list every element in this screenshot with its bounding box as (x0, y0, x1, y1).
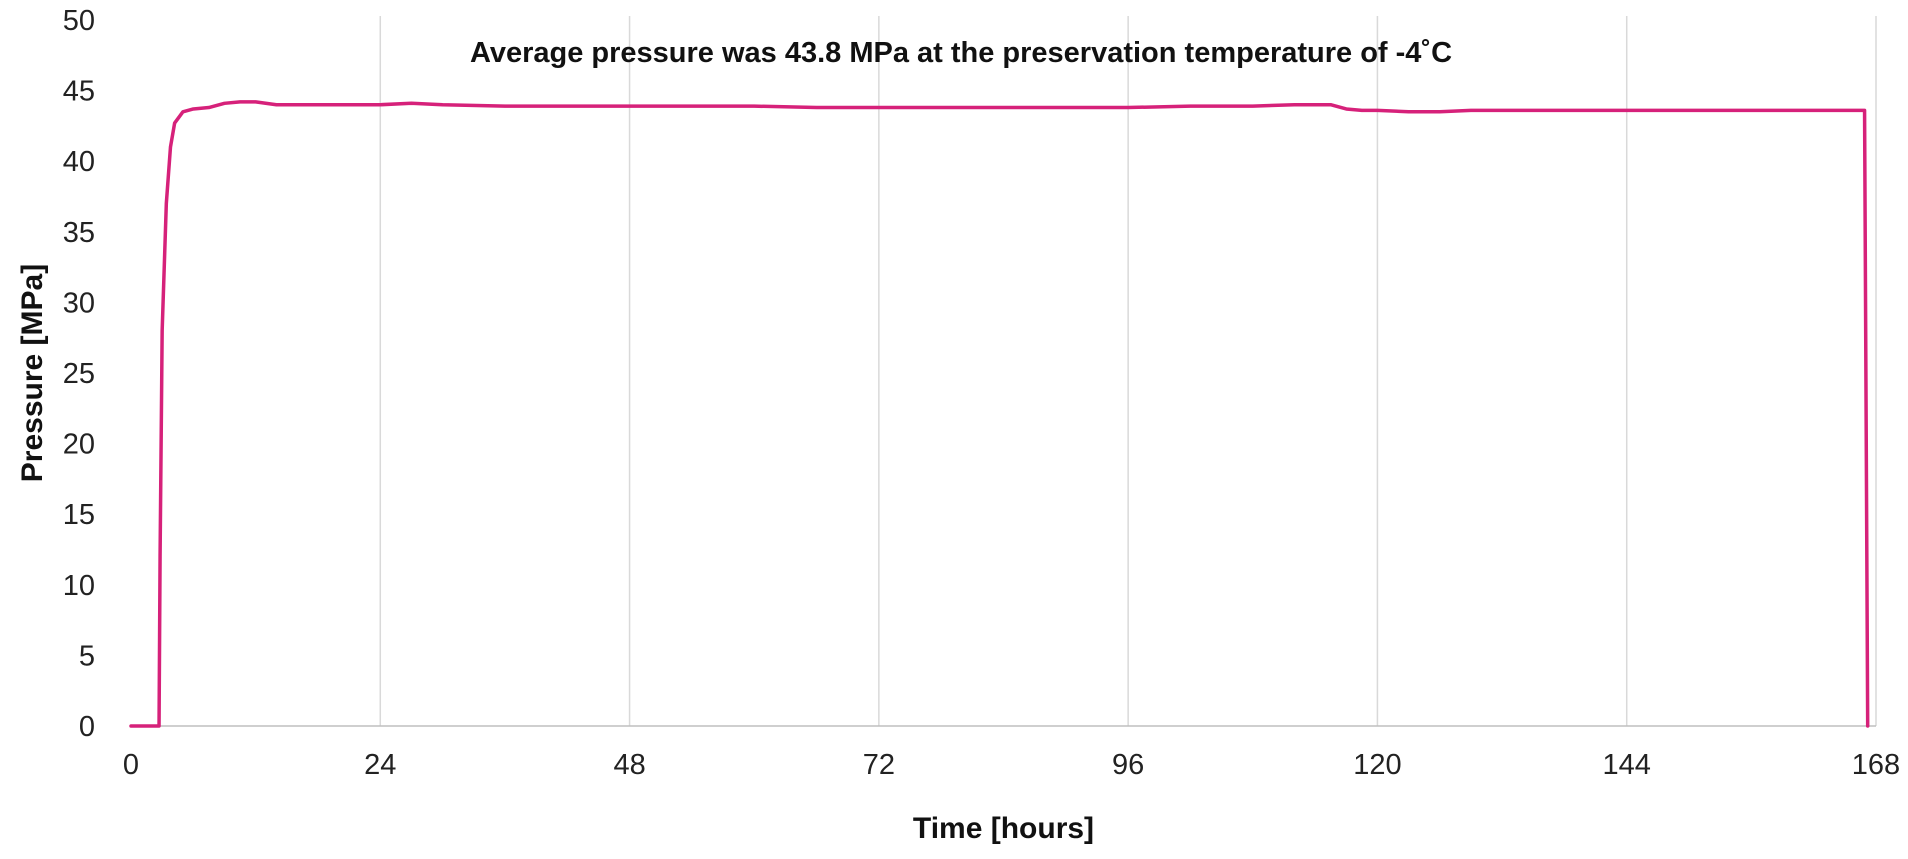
series-group (129, 100, 1870, 728)
y-tick-label-10: 10 (63, 570, 95, 602)
y-tick-label-5: 5 (79, 640, 95, 672)
x-tick-label-72: 72 (863, 749, 895, 781)
x-tick-label-120: 120 (1353, 749, 1401, 781)
x-axis-label: Time [hours] (913, 812, 1094, 845)
x-tick-label-96: 96 (1112, 749, 1144, 781)
y-tick-label-30: 30 (63, 287, 95, 319)
x-tick-label-0: 0 (123, 749, 139, 781)
y-tick-label-15: 15 (63, 499, 95, 531)
y-tick-label-0: 0 (79, 711, 95, 743)
x-tick-label-144: 144 (1603, 749, 1651, 781)
y-tick-labels: 0 5 10 15 20 25 30 35 40 45 50 (63, 5, 95, 743)
y-tick-label-50: 50 (63, 5, 95, 37)
grid-lines (379, 16, 1877, 726)
y-tick-label-25: 25 (63, 358, 95, 390)
x-tick-label-48: 48 (613, 749, 645, 781)
y-tick-label-20: 20 (63, 429, 95, 461)
y-tick-label-45: 45 (63, 76, 95, 108)
y-tick-label-35: 35 (63, 217, 95, 249)
y-tick-label-40: 40 (63, 146, 95, 178)
y-axis-label: Pressure [MPa] (16, 264, 49, 482)
x-tick-label-24: 24 (364, 749, 396, 781)
series-line-0 (129, 100, 1870, 728)
x-tick-label-168: 168 (1852, 749, 1900, 781)
chart-annotation: Average pressure was 43.8 MPa at the pre… (470, 37, 1452, 69)
x-tick-labels: 0 24 48 72 96 120 144 168 (123, 749, 1900, 781)
